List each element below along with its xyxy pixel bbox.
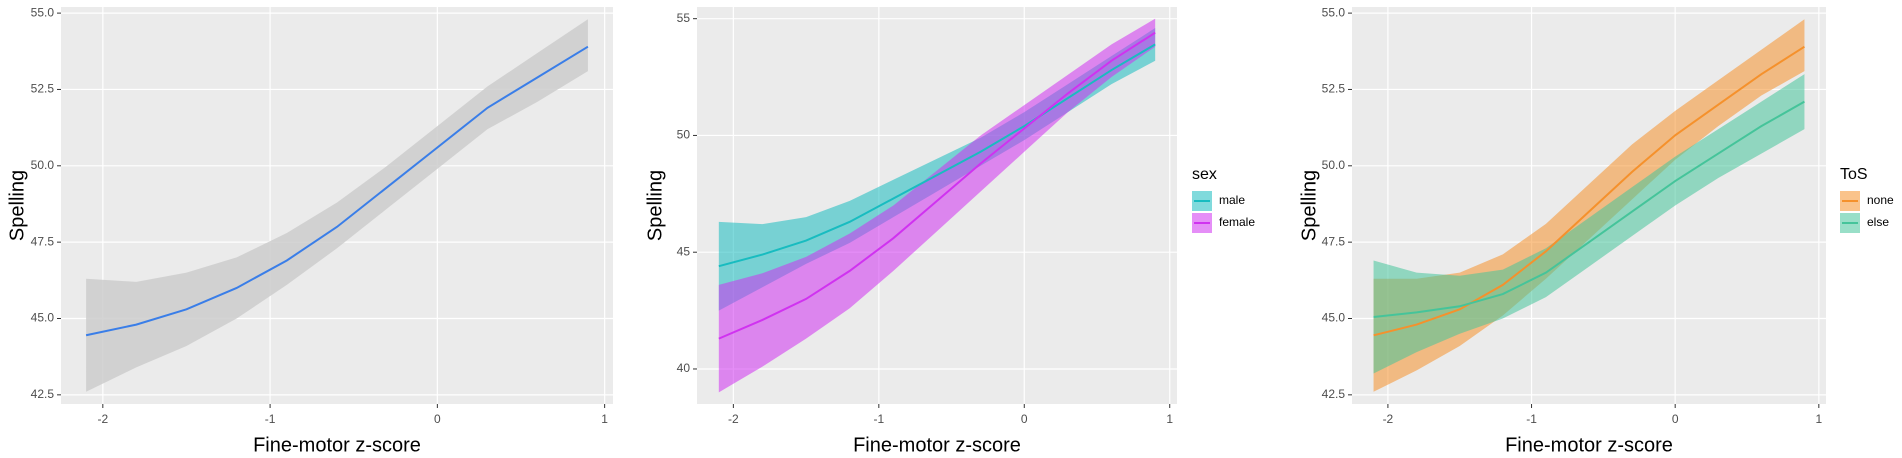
y-axis-title: Spelling	[644, 170, 666, 241]
y-tick-label: 50	[677, 128, 691, 142]
legend-label: male	[1219, 193, 1245, 207]
x-tick-label: -1	[873, 412, 884, 426]
legend-title: sex	[1192, 166, 1217, 183]
panel: 42.5 45.0 47.5 50.0 52.5 55.0 -2 -1 0 1 Fine-motor…	[6, 5, 613, 456]
y-tick-label: 52.5	[31, 82, 55, 96]
fit-line	[718, 31, 1156, 340]
y-tick-label: 55.0	[1322, 5, 1346, 19]
fit-line	[1373, 45, 1805, 337]
fit-line	[1373, 100, 1805, 318]
legend-label: female	[1219, 215, 1255, 229]
x-tick-label: -1	[1526, 412, 1537, 426]
y-tick-label: 50.0	[31, 158, 55, 172]
y-tick-label: 47.5	[31, 234, 55, 248]
y-tick-label: 50.0	[1322, 158, 1346, 172]
y-tick-label: 55	[677, 11, 691, 25]
x-tick-label: 1	[1815, 412, 1822, 426]
legend-label: else	[1867, 215, 1889, 229]
x-tick-label: -2	[728, 412, 739, 426]
legend-label: none	[1867, 193, 1894, 207]
x-tick-label: -1	[265, 412, 276, 426]
x-axis-title: Fine-motor z-score	[253, 434, 421, 456]
fit-line	[85, 45, 589, 337]
fit-line	[718, 43, 1156, 268]
x-tick-label: -2	[1383, 412, 1394, 426]
y-tick-label: 42.5	[1322, 387, 1346, 401]
confidence-ribbon	[1373, 74, 1805, 374]
legend-title: ToS	[1840, 166, 1868, 183]
x-tick-label: 0	[1672, 412, 1679, 426]
y-axis-title: Spelling	[1298, 170, 1320, 241]
y-tick-label: 55.0	[31, 5, 55, 19]
y-tick-label: 45.0	[1322, 311, 1346, 325]
x-axis-title: Fine-motor z-score	[1505, 434, 1673, 456]
y-tick-label: 42.5	[31, 387, 55, 401]
x-tick-label: 1	[1166, 412, 1173, 426]
panel: 42.5 45.0 47.5 50.0 52.5 55.0 -2 -1 0 1 Fine-motor…	[1298, 5, 1894, 456]
y-axis-title: Spelling	[6, 170, 28, 241]
x-axis-title: Fine-motor z-score	[853, 434, 1021, 456]
y-tick-label: 45.0	[31, 311, 55, 325]
y-tick-label: 47.5	[1322, 234, 1346, 248]
x-tick-label: -2	[97, 412, 108, 426]
x-tick-label: 1	[601, 412, 608, 426]
y-tick-label: 40	[677, 361, 691, 375]
panel: 40 45 50 55 -2 -1 0 1 Fine-motor z-score Spelling…	[644, 7, 1255, 456]
x-tick-label: 0	[434, 412, 441, 426]
y-tick-label: 45	[677, 244, 691, 258]
y-tick-label: 52.5	[1322, 82, 1346, 96]
x-tick-label: 0	[1021, 412, 1028, 426]
